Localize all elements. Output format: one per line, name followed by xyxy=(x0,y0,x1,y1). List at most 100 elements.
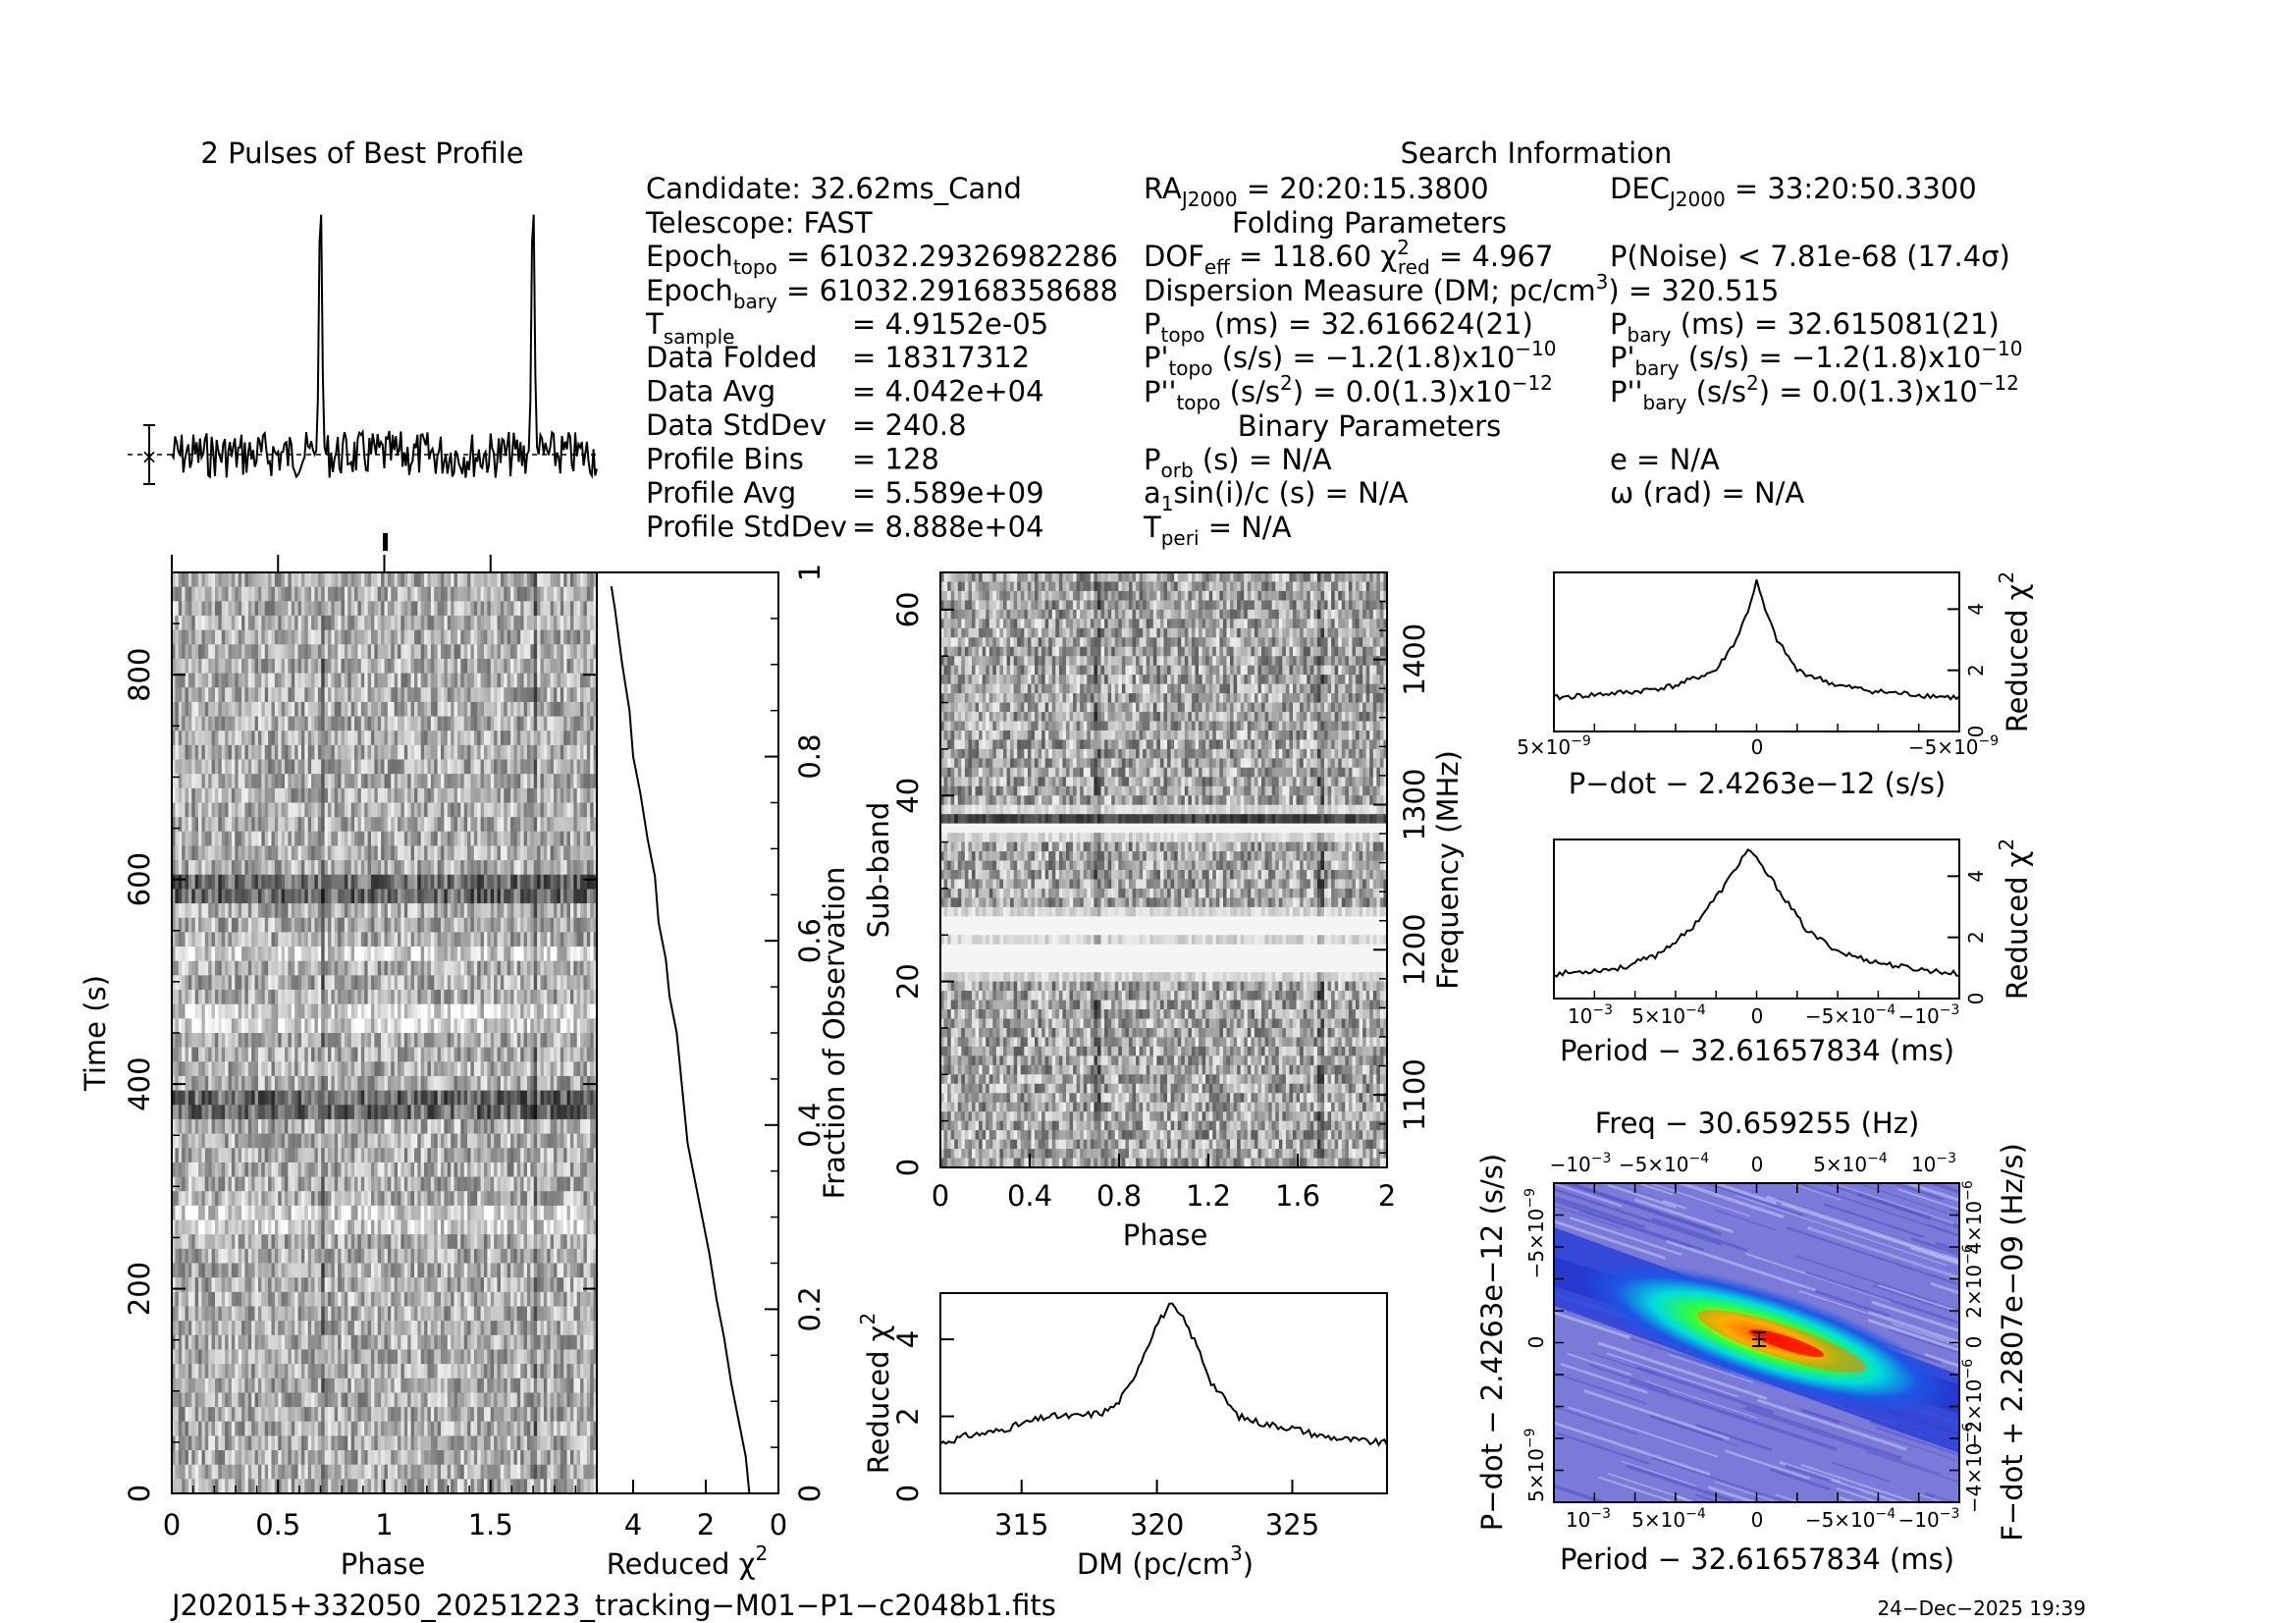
time-phase-pixel xyxy=(583,932,587,947)
time-phase-pixel xyxy=(590,572,594,587)
time-phase-pixel xyxy=(438,903,442,918)
time-phase-pixel xyxy=(494,961,498,976)
time-phase-pixel xyxy=(501,760,505,775)
time-phase-pixel xyxy=(212,875,216,890)
time-phase-pixel xyxy=(268,745,272,760)
time-phase-pixel xyxy=(248,1119,252,1134)
time-phase-pixel xyxy=(318,875,322,890)
time-phase-pixel xyxy=(407,659,411,674)
time-phase-pixel xyxy=(188,572,192,587)
time-phase-pixel xyxy=(400,990,404,1004)
time-phase-pixel xyxy=(524,760,528,775)
time-phase-pixel xyxy=(354,587,358,602)
time-phase-pixel xyxy=(195,1033,199,1048)
time-phase-pixel xyxy=(431,1048,435,1062)
time-phase-pixel xyxy=(454,730,458,745)
time-phase-pixel xyxy=(205,702,209,717)
time-phase-pixel xyxy=(208,1048,212,1062)
time-phase-pixel xyxy=(570,674,574,688)
time-phase-pixel xyxy=(357,674,361,688)
time-phase-pixel xyxy=(530,674,534,688)
time-phase-pixel xyxy=(268,889,272,903)
time-phase-pixel xyxy=(567,889,571,903)
time-phase-pixel xyxy=(321,961,325,976)
time-phase-pixel xyxy=(186,947,189,961)
time-phase-pixel xyxy=(484,717,488,731)
time-phase-pixel xyxy=(507,817,511,832)
time-phase-pixel xyxy=(268,803,272,818)
time-phase-pixel xyxy=(484,947,488,961)
time-phase-pixel xyxy=(292,1091,295,1106)
time-phase-pixel xyxy=(441,659,445,674)
time-phase-pixel xyxy=(275,687,279,702)
time-phase-pixel xyxy=(527,860,531,875)
time-phase-pixel xyxy=(248,1105,252,1119)
time-phase-pixel xyxy=(388,788,392,803)
time-phase-pixel xyxy=(590,803,594,818)
time-phase-pixel xyxy=(481,1105,485,1119)
time-phase-pixel xyxy=(248,990,252,1004)
time-phase-pixel xyxy=(278,889,282,903)
time-phase-pixel xyxy=(374,644,378,659)
time-phase-pixel xyxy=(294,702,298,717)
time-phase-pixel xyxy=(261,918,265,933)
time-phase-pixel xyxy=(431,717,435,731)
time-phase-pixel xyxy=(404,1105,408,1119)
time-phase-pixel xyxy=(441,717,445,731)
time-phase-pixel xyxy=(261,932,265,947)
time-phase-pixel xyxy=(487,975,491,990)
time-phase-pixel xyxy=(378,832,382,846)
time-phase-pixel xyxy=(325,644,329,659)
time-phase-pixel xyxy=(501,702,505,717)
time-phase-pixel xyxy=(457,1091,461,1106)
time-phase-pixel xyxy=(580,875,584,890)
time-phase-pixel xyxy=(342,889,346,903)
time-phase-pixel xyxy=(182,774,186,788)
time-phase-pixel xyxy=(225,1004,229,1019)
time-phase-pixel xyxy=(451,1091,454,1106)
time-phase-pixel xyxy=(351,975,355,990)
time-phase-pixel xyxy=(424,601,428,616)
time-phase-pixel xyxy=(265,932,269,947)
time-phase-pixel xyxy=(454,659,458,674)
time-phase-pixel xyxy=(464,961,468,976)
time-phase-pixel xyxy=(292,889,295,903)
time-phase-pixel xyxy=(537,1018,541,1033)
time-phase-pixel xyxy=(265,1119,269,1134)
time-phase-pixel xyxy=(294,687,298,702)
time-phase-pixel xyxy=(361,1119,365,1134)
time-phase-pixel xyxy=(421,918,425,933)
time-phase-pixel xyxy=(395,659,399,674)
time-phase-pixel xyxy=(241,1004,245,1019)
time-phase-pixel xyxy=(229,659,233,674)
time-phase-pixel xyxy=(232,788,236,803)
time-phase-pixel xyxy=(470,1061,474,1076)
time-phase-pixel xyxy=(208,947,212,961)
time-phase-pixel xyxy=(460,674,464,688)
time-phase-pixel xyxy=(271,1004,275,1019)
time-phase-pixel xyxy=(464,860,468,875)
time-phase-pixel xyxy=(241,630,245,645)
time-phase-pixel xyxy=(321,1076,325,1091)
time-phase-pixel xyxy=(179,572,183,587)
time-phase-pixel xyxy=(474,788,478,803)
time-phase-pixel xyxy=(477,1061,481,1076)
time-phase-pixel xyxy=(201,860,205,875)
time-phase-pixel xyxy=(467,947,471,961)
time-phase-pixel xyxy=(438,572,442,587)
time-phase-pixel xyxy=(427,990,431,1004)
time-phase-pixel xyxy=(186,961,189,976)
time-phase-pixel xyxy=(563,630,567,645)
time-phase-pixel xyxy=(573,572,577,587)
time-phase-pixel xyxy=(498,730,502,745)
time-phase-pixel xyxy=(395,1061,399,1076)
time-phase-pixel xyxy=(557,760,561,775)
time-phase-pixel xyxy=(368,587,372,602)
time-phase-pixel xyxy=(404,947,408,961)
time-phase-pixel xyxy=(268,760,272,775)
time-phase-pixel xyxy=(314,644,318,659)
time-phase-pixel xyxy=(215,572,219,587)
time-phase-pixel xyxy=(235,947,239,961)
time-phase-pixel xyxy=(222,687,226,702)
time-phase-pixel xyxy=(357,601,361,616)
